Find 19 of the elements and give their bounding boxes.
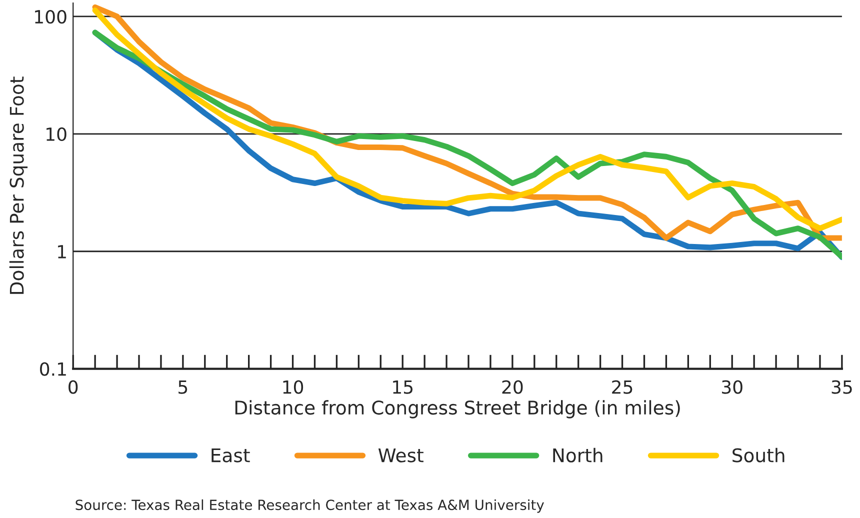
x-tick-label: 0 [68,380,78,394]
legend-label: South [732,448,784,462]
x-tick-label: 5 [178,380,188,394]
x-tick-label: 35 [832,380,852,394]
x-axis-title: Distance from Congress Street Bridge (in miles) [235,400,680,418]
x-tick-label: 25 [612,380,632,394]
legend-label: East [212,448,250,462]
y-tick-label: 0.1 [40,362,66,376]
y-tick-label: 100 [35,10,66,24]
x-tick-label: 20 [502,380,523,394]
y-tick-label: 10 [46,127,66,142]
x-tick-label: 30 [722,380,742,394]
x-tick-label: 15 [393,380,413,394]
x-tick-label: 10 [283,380,304,394]
y-tick-label: 1 [58,245,66,258]
legend-label: North [553,448,602,462]
source-note: Source: Texas Real Estate Research Center at Texas A&M University [76,499,544,513]
y-axis-title: Dollars Per Square Foot [9,76,28,294]
legend-label: West [378,448,424,462]
